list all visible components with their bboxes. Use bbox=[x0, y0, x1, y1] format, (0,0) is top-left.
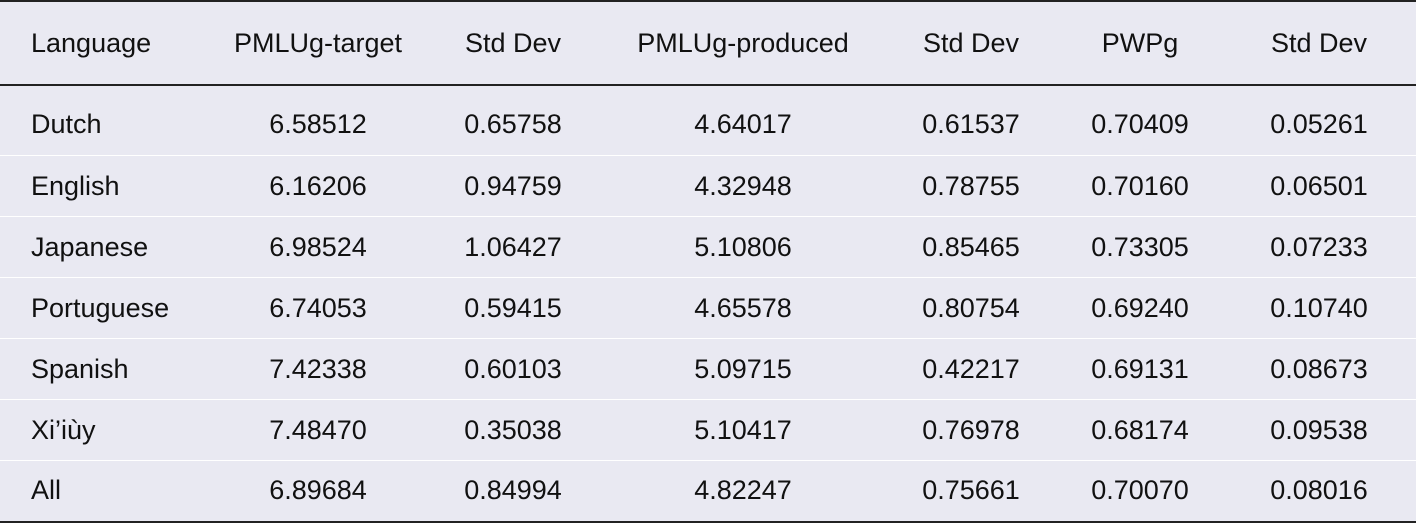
cell-value: 0.06501 bbox=[1222, 155, 1416, 217]
cell-value: 0.84994 bbox=[424, 460, 602, 523]
cell-value: 0.08016 bbox=[1222, 460, 1416, 523]
cell-language: Xi’iùy bbox=[0, 399, 212, 461]
header-std-dev-1: Std Dev bbox=[424, 0, 602, 86]
cell-value: 6.58512 bbox=[212, 85, 424, 156]
cell-value: 0.85465 bbox=[884, 216, 1058, 278]
table-row: Xi’iùy 7.48470 0.35038 5.10417 0.76978 0… bbox=[0, 399, 1416, 461]
cell-value: 0.09538 bbox=[1222, 399, 1416, 461]
cell-value: 0.59415 bbox=[424, 277, 602, 339]
header-std-dev-3: Std Dev bbox=[1222, 0, 1416, 86]
cell-value: 0.10740 bbox=[1222, 277, 1416, 339]
header-pwpg: PWPg bbox=[1058, 0, 1222, 86]
cell-language: All bbox=[0, 460, 212, 523]
cell-language: Spanish bbox=[0, 338, 212, 400]
cell-value: 0.70160 bbox=[1058, 155, 1222, 217]
cell-language: Dutch bbox=[0, 85, 212, 156]
cell-value: 0.76978 bbox=[884, 399, 1058, 461]
cell-value: 0.78755 bbox=[884, 155, 1058, 217]
cell-value: 6.89684 bbox=[212, 460, 424, 523]
cell-value: 4.82247 bbox=[602, 460, 884, 523]
cell-value: 6.16206 bbox=[212, 155, 424, 217]
cell-value: 5.10417 bbox=[602, 399, 884, 461]
table-row-total: All 6.89684 0.84994 4.82247 0.75661 0.70… bbox=[0, 460, 1416, 523]
header-std-dev-2: Std Dev bbox=[884, 0, 1058, 86]
cell-value: 0.60103 bbox=[424, 338, 602, 400]
cell-value: 6.74053 bbox=[212, 277, 424, 339]
cell-value: 1.06427 bbox=[424, 216, 602, 278]
table-header-row: Language PMLUg-target Std Dev PMLUg-prod… bbox=[0, 0, 1416, 86]
cell-value: 0.69131 bbox=[1058, 338, 1222, 400]
cell-value: 5.10806 bbox=[602, 216, 884, 278]
table-row: Spanish 7.42338 0.60103 5.09715 0.42217 … bbox=[0, 338, 1416, 400]
cell-value: 0.35038 bbox=[424, 399, 602, 461]
cell-value: 7.48470 bbox=[212, 399, 424, 461]
header-pmlug-produced: PMLUg-produced bbox=[602, 0, 884, 86]
cell-value: 4.65578 bbox=[602, 277, 884, 339]
cell-value: 7.42338 bbox=[212, 338, 424, 400]
table-row: English 6.16206 0.94759 4.32948 0.78755 … bbox=[0, 155, 1416, 217]
table-row: Japanese 6.98524 1.06427 5.10806 0.85465… bbox=[0, 216, 1416, 278]
cell-value: 0.75661 bbox=[884, 460, 1058, 523]
header-language: Language bbox=[0, 0, 212, 86]
cell-value: 0.08673 bbox=[1222, 338, 1416, 400]
cell-value: 4.32948 bbox=[602, 155, 884, 217]
cell-value: 0.69240 bbox=[1058, 277, 1222, 339]
cell-language: Japanese bbox=[0, 216, 212, 278]
cell-language: Portuguese bbox=[0, 277, 212, 339]
cell-value: 0.73305 bbox=[1058, 216, 1222, 278]
cell-value: 0.42217 bbox=[884, 338, 1058, 400]
cell-language: English bbox=[0, 155, 212, 217]
cell-value: 4.64017 bbox=[602, 85, 884, 156]
cell-value: 0.65758 bbox=[424, 85, 602, 156]
header-pmlug-target: PMLUg-target bbox=[212, 0, 424, 86]
cell-value: 0.80754 bbox=[884, 277, 1058, 339]
table-row: Dutch 6.58512 0.65758 4.64017 0.61537 0.… bbox=[0, 85, 1416, 156]
table-row: Portuguese 6.74053 0.59415 4.65578 0.807… bbox=[0, 277, 1416, 339]
cell-value: 0.05261 bbox=[1222, 85, 1416, 156]
cell-value: 5.09715 bbox=[602, 338, 884, 400]
cell-value: 0.70409 bbox=[1058, 85, 1222, 156]
cell-value: 6.98524 bbox=[212, 216, 424, 278]
cell-value: 0.61537 bbox=[884, 85, 1058, 156]
cell-value: 0.94759 bbox=[424, 155, 602, 217]
cell-value: 0.07233 bbox=[1222, 216, 1416, 278]
cell-value: 0.68174 bbox=[1058, 399, 1222, 461]
cell-value: 0.70070 bbox=[1058, 460, 1222, 523]
